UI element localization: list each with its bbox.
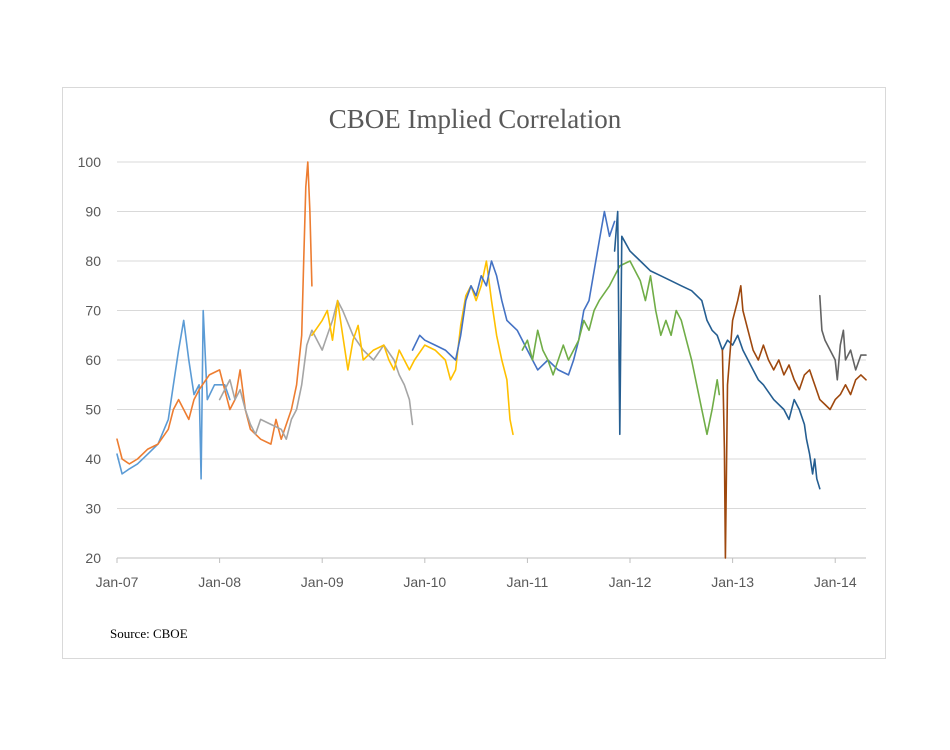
y-tick-label: 90	[85, 204, 101, 220]
x-tick-label: Jan-11	[507, 574, 549, 590]
x-tick-label: Jan-10	[403, 574, 446, 590]
series-line-8	[721, 285, 867, 559]
series-lines	[116, 161, 867, 559]
y-tick-label: 100	[78, 154, 102, 170]
series-line-2	[116, 161, 313, 465]
series-line-3	[218, 299, 414, 440]
x-tick-label: Jan-07	[96, 574, 139, 590]
x-tick-label: Jan-14	[814, 574, 857, 590]
x-tick-label: Jan-13	[711, 574, 754, 590]
series-line-6	[521, 260, 721, 436]
x-tick-label: Jan-09	[301, 574, 344, 590]
y-tick-label: 40	[85, 451, 101, 467]
x-tick-label: Jan-08	[198, 574, 241, 590]
y-tick-label: 80	[85, 253, 101, 269]
chart-title: CBOE Implied Correlation	[328, 104, 622, 134]
series-line-1	[116, 309, 231, 480]
gridlines	[117, 161, 866, 509]
chart-frame	[62, 87, 886, 659]
x-tick-label: Jan-12	[609, 574, 652, 590]
y-tick-label: 30	[85, 501, 101, 517]
y-tick-label: 50	[85, 402, 101, 418]
series-line-7	[613, 210, 821, 490]
y-tick-label: 20	[85, 550, 101, 566]
y-tick-label: 60	[85, 352, 101, 368]
y-tick-label: 70	[85, 303, 101, 319]
source-note: Source: CBOE	[110, 626, 188, 641]
series-line-5	[411, 210, 616, 376]
axes: 20 30 40 50 60 70 80 90 100 Jan-07 Jan-08 Jan-09 Jan…	[78, 154, 866, 590]
series-line-4	[311, 260, 514, 436]
series-line-9	[819, 294, 867, 381]
